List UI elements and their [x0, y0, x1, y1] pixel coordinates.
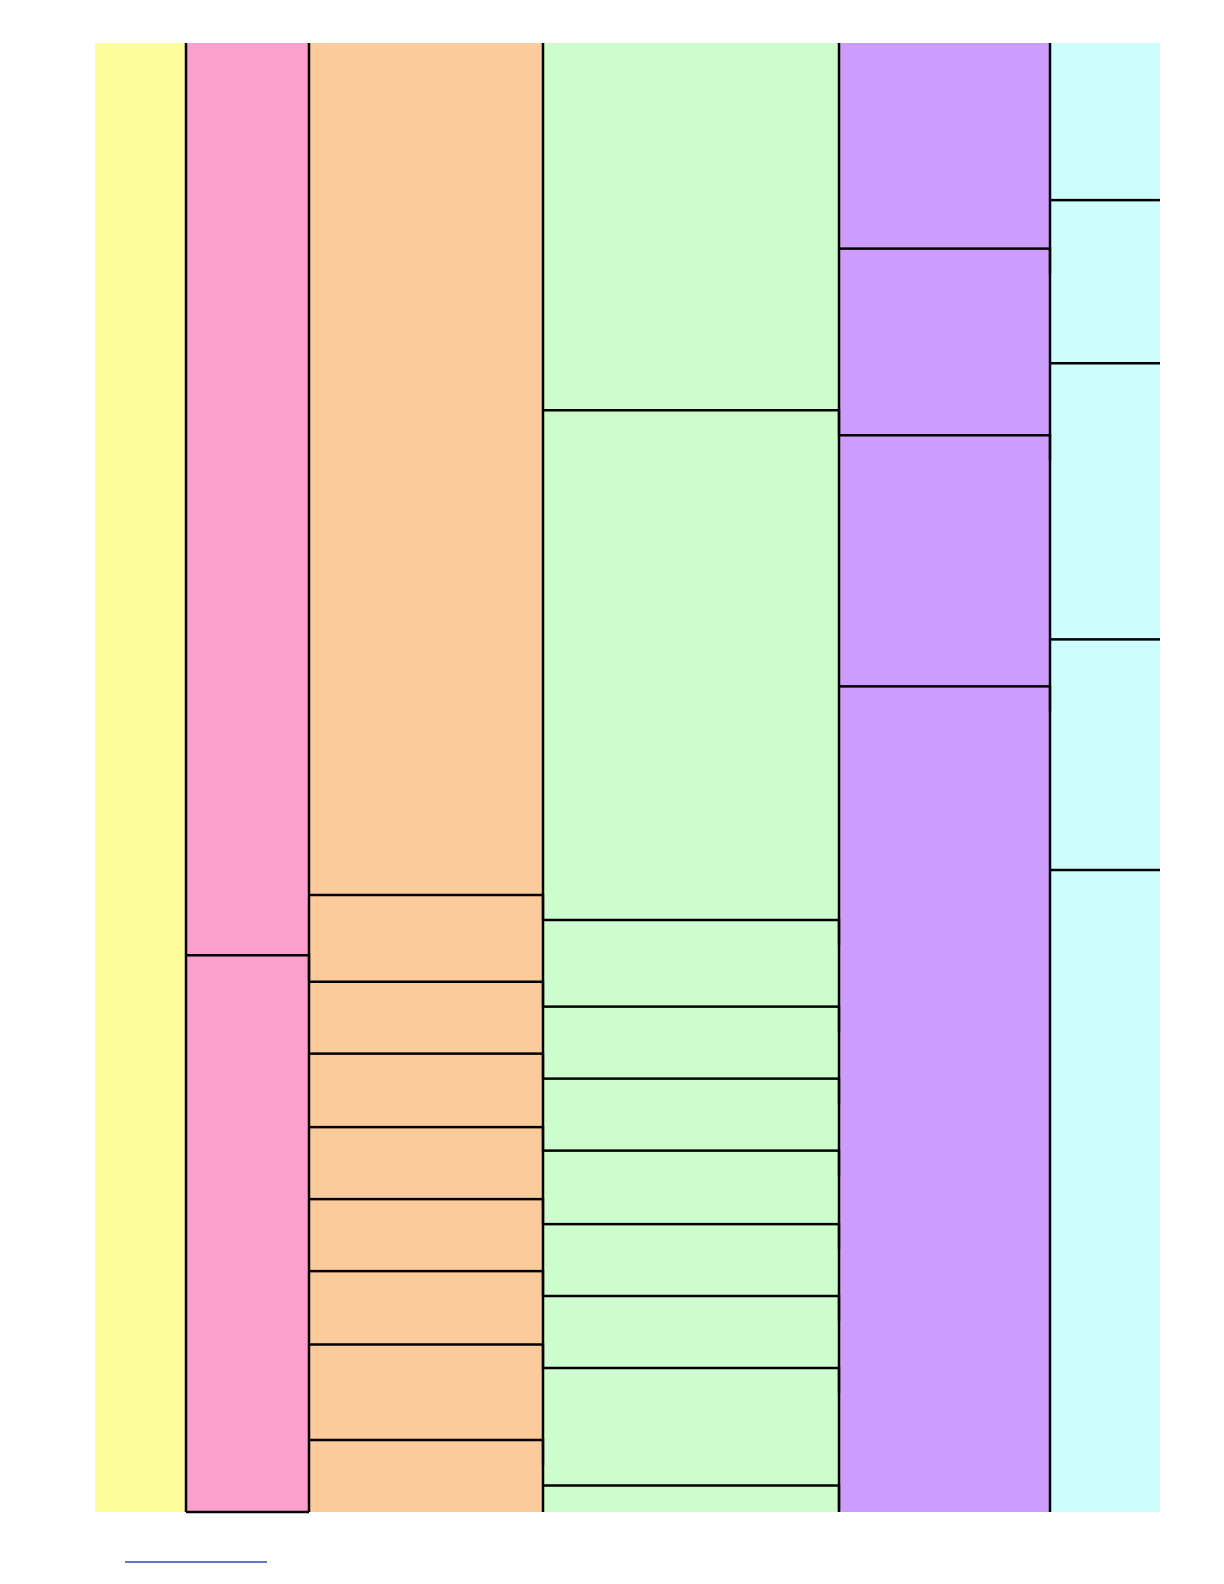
column-2-band: [186, 43, 309, 1512]
column-5-band: [839, 43, 1050, 1512]
column-1-band: [95, 43, 186, 1512]
column-6-band: [1050, 43, 1160, 1512]
column-4-band: [543, 43, 839, 1512]
column-3-band: [309, 43, 543, 1512]
